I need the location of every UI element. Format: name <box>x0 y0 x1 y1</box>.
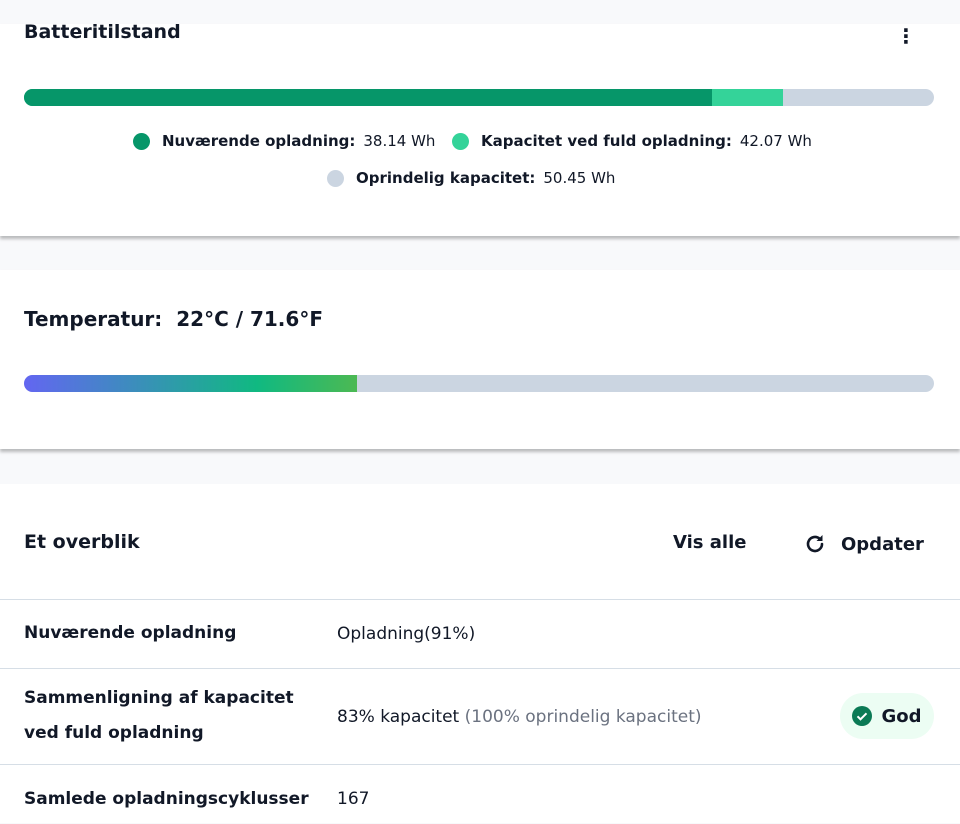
overview-card: Et overblik Vis alle Opdater Nuværende o… <box>0 484 960 823</box>
legend-full: Kapacitet ved fuld opladning: 42.07 Wh <box>452 132 812 150</box>
row-note: (100% oprindelig kapacitet) <box>464 707 702 727</box>
overview-title: Et overblik <box>24 531 140 553</box>
battery-title: Batteritilstand <box>24 21 181 43</box>
legend-label: Oprindelig kapacitet: <box>356 169 536 187</box>
refresh-button[interactable]: Opdater <box>803 532 924 556</box>
battery-health-card: Batteritilstand ⋮ Nuværende opladning: 3… <box>0 21 960 236</box>
full-dot-icon <box>452 132 469 150</box>
current-charge-segment <box>24 89 712 106</box>
battery-capacity-bar <box>24 89 934 106</box>
temperature-label: Temperatur: <box>24 307 163 331</box>
check-circle-icon <box>852 706 873 726</box>
current-dot-icon <box>133 132 150 150</box>
row-label: Nuværende opladning <box>24 623 237 643</box>
status-badge: God <box>840 693 934 739</box>
legend-original: Oprindelig kapacitet: 50.45 Wh <box>327 169 615 187</box>
view-all-button[interactable]: Vis alle <box>673 532 747 553</box>
badge-label: God <box>881 705 922 727</box>
row-label: Sammenligning af kapacitet ved fuld opla… <box>24 688 294 743</box>
legend-current: Nuværende opladning: 38.14 Wh <box>133 132 435 150</box>
row-value: Opladning(91%) <box>337 624 476 644</box>
row-value: 83% kapacitet <box>337 707 460 727</box>
table-row: Sammenligning af kapacitet ved fuld opla… <box>0 668 960 764</box>
temperature-bar <box>24 375 934 392</box>
row-value: 167 <box>337 789 370 809</box>
table-row: Samlede opladningscyklusser 167 <box>0 764 960 824</box>
more-vertical-icon[interactable]: ⋮ <box>896 24 916 48</box>
original-dot-icon <box>327 169 344 187</box>
temperature-heading: Temperatur: 22°C / 71.6°F <box>24 307 323 331</box>
temperature-card: Temperatur: 22°C / 71.6°F <box>0 270 960 449</box>
temperature-value: 22°C / 71.6°F <box>176 307 323 331</box>
legend-value: 50.45 Wh <box>543 169 616 187</box>
refresh-icon <box>806 535 824 553</box>
refresh-label: Opdater <box>841 533 924 555</box>
temperature-fill <box>24 375 358 392</box>
legend-value: 42.07 Wh <box>739 132 812 150</box>
legend-label: Kapacitet ved fuld opladning: <box>481 132 732 150</box>
legend-label: Nuværende opladning: <box>162 132 356 150</box>
row-label: Samlede opladningscyklusser <box>24 789 309 809</box>
legend-value: 38.14 Wh <box>363 132 436 150</box>
table-row: Nuværende opladning Opladning(91%) <box>0 599 960 668</box>
